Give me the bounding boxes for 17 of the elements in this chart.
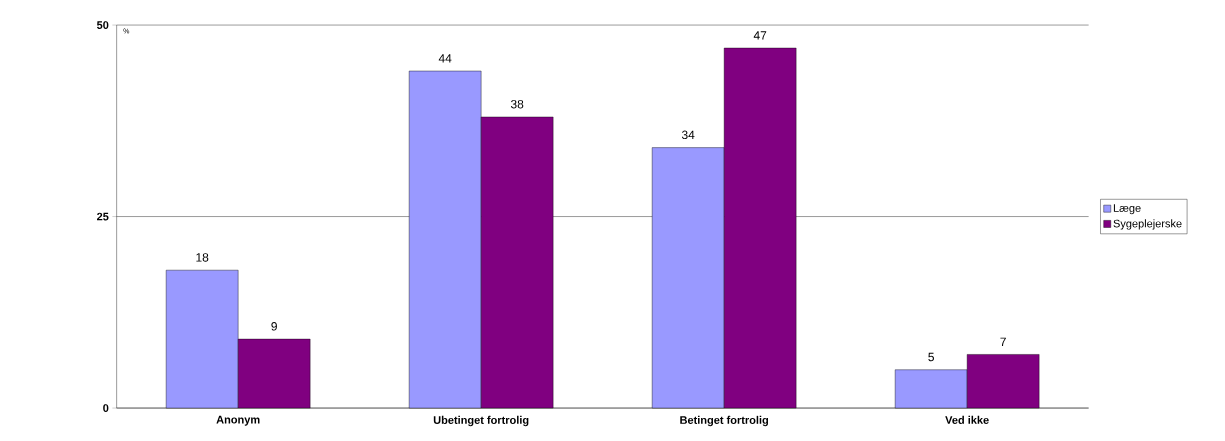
legend-label: Læge	[1113, 204, 1141, 215]
data-label: 9	[271, 322, 277, 331]
x-tick-label: Anonym	[216, 415, 260, 426]
data-label: 5	[928, 352, 934, 362]
legend-label: Sygeplejerske	[1113, 219, 1182, 230]
data-label: 7	[1000, 337, 1006, 346]
data-label: 47	[753, 31, 767, 40]
data-label: 18	[196, 253, 209, 262]
data-label: 38	[510, 99, 524, 109]
y-tick-label: 0	[103, 404, 109, 412]
x-tick-label: Betinget fortrolig	[680, 415, 768, 427]
data-label: 44	[438, 54, 452, 63]
y-tick-label: 25	[97, 212, 109, 221]
x-tick-label: Ved ikke	[945, 415, 989, 424]
x-tick-label: Ubetinget fortrolig	[433, 415, 529, 427]
y-tick-label: 50	[96, 21, 109, 29]
data-label: 34	[681, 130, 695, 140]
